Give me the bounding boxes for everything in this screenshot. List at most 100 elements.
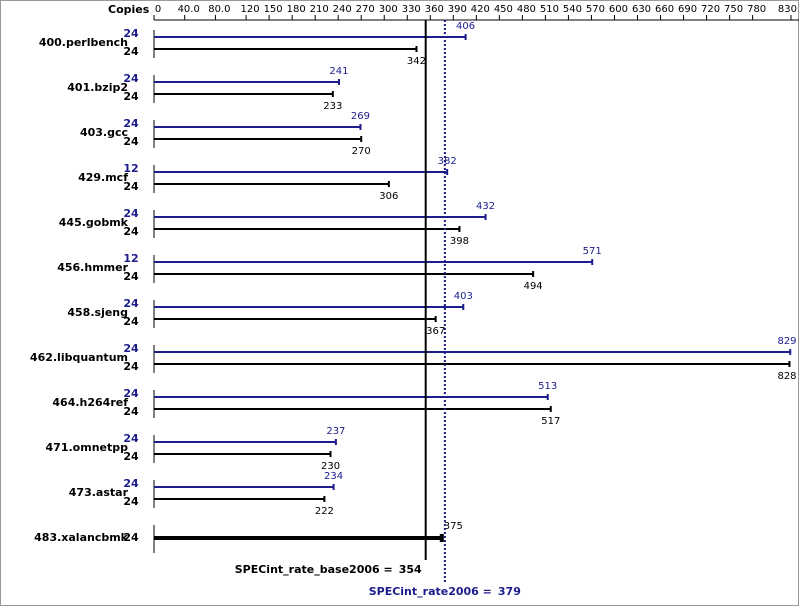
base-copies: 24: [123, 45, 139, 58]
peak-value-label: 269: [351, 111, 370, 122]
peak-value-label: 406: [456, 21, 475, 32]
benchmark-label: 483.xalancbmk: [34, 531, 129, 544]
peak-copies: 24: [123, 117, 139, 130]
peak-bar: [154, 79, 340, 85]
benchmark-label: 429.mcf: [78, 171, 128, 184]
peak-copies: 24: [123, 27, 139, 40]
base-bar: [154, 316, 437, 322]
peak-bar: [154, 394, 549, 400]
x-tick-label: 40.0: [178, 4, 200, 15]
peak-value-label: 513: [538, 381, 557, 392]
x-tick-label: 600: [609, 4, 628, 15]
summary-value: 379: [498, 585, 521, 598]
peak-bar: [154, 349, 792, 355]
base-copies: 24: [123, 270, 139, 283]
peak-copies: 24: [123, 72, 139, 85]
base-bar: [154, 91, 334, 97]
base-bar: [154, 181, 390, 187]
peak-value-label: 237: [326, 426, 345, 437]
x-tick-label: 270: [356, 4, 375, 15]
base-value-label: 230: [321, 461, 340, 472]
peak-copies: 24: [123, 207, 139, 220]
x-tick-label: 630: [632, 4, 651, 15]
base-bar: [154, 534, 444, 542]
x-tick-label: 830: [778, 4, 797, 15]
base-value-label: 494: [524, 281, 543, 292]
peak-bar: [154, 439, 337, 445]
peak-value-label: 382: [438, 156, 457, 167]
base-value-label: 398: [450, 236, 469, 247]
peak-bar: [154, 34, 467, 40]
summary-name: SPECint_rate2006 =: [369, 585, 492, 598]
x-tick-label: 150: [264, 4, 283, 15]
x-tick-label: 210: [310, 4, 329, 15]
x-tick-label: 570: [586, 4, 605, 15]
peak-copies: 24: [123, 342, 139, 355]
base-copies: 24: [123, 405, 139, 418]
peak-bar: [154, 484, 335, 490]
benchmark-label: 400.perlbench: [39, 36, 128, 49]
base-copies: 24: [123, 315, 139, 328]
x-tick-label: 720: [701, 4, 720, 15]
base-copies: 24: [123, 495, 139, 508]
x-tick-label: 690: [678, 4, 697, 15]
x-tick-label: 660: [655, 4, 674, 15]
x-tick-label: 750: [724, 4, 743, 15]
benchmark-label: 471.omnetpp: [46, 441, 129, 454]
base-value-label: 375: [444, 521, 463, 532]
base-value-label: 306: [379, 191, 398, 202]
base-copies: 24: [123, 225, 139, 238]
x-tick-label: 480: [517, 4, 536, 15]
base-copies: 24: [123, 360, 139, 373]
peak-bar: [154, 169, 449, 175]
x-tick-label: 360: [425, 4, 444, 15]
x-tick-label: 330: [402, 4, 421, 15]
base-value-label: 233: [323, 101, 342, 112]
x-tick-label: 390: [448, 4, 467, 15]
x-tick-label: 540: [563, 4, 582, 15]
base-bar: [154, 46, 418, 52]
base-copies: 24: [123, 135, 139, 148]
benchmark-label: 458.sjeng: [67, 306, 128, 319]
x-tick-label: 780: [747, 4, 766, 15]
base-bar: [154, 451, 332, 457]
benchmark-label: 456.hmmer: [57, 261, 128, 274]
peak-copies: 12: [123, 162, 138, 175]
peak-bar: [154, 124, 362, 130]
x-tick-label: 0: [155, 4, 161, 15]
base-copies: 24: [123, 450, 139, 463]
base-summary-label: SPECint_rate_base2006 = 354: [235, 563, 422, 576]
peak-bar: [154, 304, 465, 310]
peak-value-label: 829: [777, 336, 796, 347]
peak-value-label: 241: [329, 66, 348, 77]
peak-value-label: 403: [454, 291, 473, 302]
base-bar: [154, 136, 363, 142]
base-value-label: 222: [315, 506, 334, 517]
peak-copies: 24: [123, 297, 139, 310]
benchmark-label: 462.libquantum: [30, 351, 128, 364]
base-copies: 24: [123, 90, 139, 103]
x-tick-label: 240: [333, 4, 352, 15]
copies-header: Copies: [108, 3, 150, 16]
peak-value-label: 432: [476, 201, 495, 212]
base-bar: [154, 226, 461, 232]
peak-value-label: 571: [583, 246, 602, 257]
peak-copies: 24: [123, 387, 139, 400]
base-bar: [154, 496, 326, 502]
x-tick-label: 450: [494, 4, 513, 15]
base-value-label: 367: [426, 326, 445, 337]
base-copies: 24: [123, 180, 139, 193]
base-value-label: 828: [777, 371, 796, 382]
x-tick-label: 420: [471, 4, 490, 15]
peak-bar: [154, 214, 487, 220]
benchmark-label: 401.bzip2: [67, 81, 128, 94]
x-tick-label: 80.0: [208, 4, 230, 15]
benchmark-label: 403.gcc: [80, 126, 128, 139]
base-value-label: 517: [541, 416, 560, 427]
peak-bar: [154, 259, 594, 265]
base-value-label: 342: [407, 56, 426, 67]
benchmark-label: 473.astar: [69, 486, 129, 499]
peak-summary-label: SPECint_rate2006 = 379: [369, 585, 521, 598]
x-tick-label: 510: [540, 4, 559, 15]
